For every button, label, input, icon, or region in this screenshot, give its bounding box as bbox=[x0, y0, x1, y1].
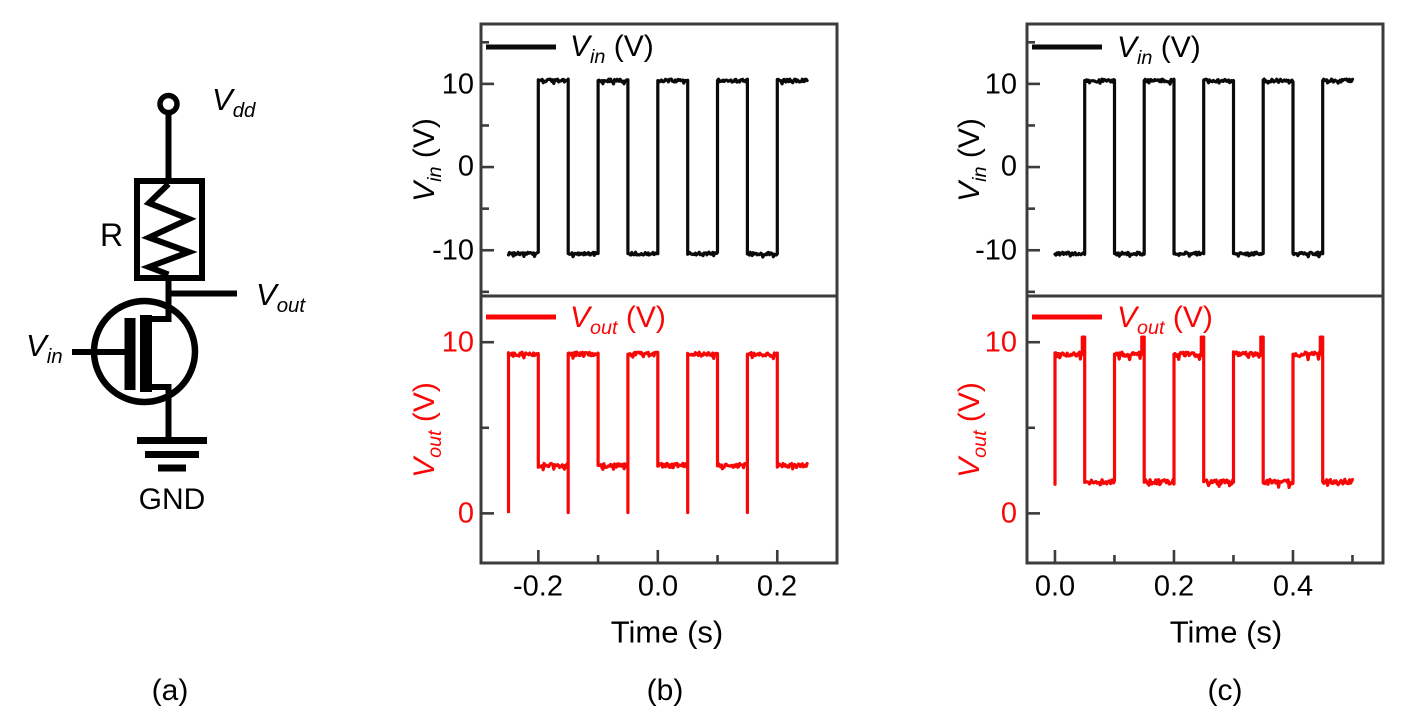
transistor-channel-bar-icon bbox=[140, 315, 152, 392]
plot-frame bbox=[1025, 294, 1385, 565]
resistor-label: R bbox=[100, 217, 124, 253]
c-vout-axis-label: Vout (V) bbox=[953, 382, 991, 478]
vdd-label: Vdd bbox=[212, 82, 256, 123]
vout-trace-b bbox=[506, 350, 809, 515]
vout-label: Vout bbox=[256, 277, 306, 318]
c-vin-ytick-n10: -10 bbox=[975, 234, 1017, 267]
transistor-gate-bar-icon bbox=[124, 318, 136, 390]
c-xtick-3: 0.4 bbox=[1272, 570, 1314, 603]
c-vin-axis-label: Vin (V) bbox=[953, 118, 991, 202]
b-xtick-1: -0.2 bbox=[513, 570, 563, 603]
c-vin-ytick-0: 0 bbox=[1000, 150, 1017, 183]
c-xtick-2: 0.2 bbox=[1153, 570, 1195, 603]
c-vout-ytick-10: 10 bbox=[984, 326, 1017, 359]
b-time-axis-label: Time (s) bbox=[610, 614, 724, 650]
b-vin-ytick-n10: -10 bbox=[432, 234, 474, 267]
c-vin-legend-label: Vin (V) bbox=[1117, 31, 1201, 69]
vdd-terminal-icon bbox=[157, 92, 180, 116]
panel-label-a: (a) bbox=[151, 674, 189, 707]
b-vin-ytick-10: 10 bbox=[441, 68, 474, 101]
b-vin-ytick-0: 0 bbox=[457, 150, 474, 183]
vout-trace-c bbox=[1053, 335, 1355, 489]
b-vin-axis-label: Vin (V) bbox=[408, 118, 446, 202]
b-xtick-2: 0.0 bbox=[637, 570, 679, 603]
c-vout-legend-label: Vout (V) bbox=[1117, 301, 1213, 339]
c-vin-ytick-10: 10 bbox=[984, 68, 1017, 101]
b-vout-axis-label: Vout (V) bbox=[408, 382, 446, 478]
b-vout-legend-label: Vout (V) bbox=[570, 301, 666, 339]
vin-trace-b bbox=[506, 77, 809, 259]
b-vin-legend-label: Vin (V) bbox=[570, 30, 654, 68]
panel-label-c: (c) bbox=[1207, 674, 1243, 707]
b-xtick-3: 0.2 bbox=[756, 570, 798, 603]
c-xtick-1: 0.0 bbox=[1034, 570, 1076, 603]
resistor-zigzag-icon bbox=[140, 181, 198, 278]
c-time-axis-label: Time (s) bbox=[1169, 614, 1283, 650]
b-vout-ytick-0: 0 bbox=[457, 497, 474, 530]
b-vout-ytick-10: 10 bbox=[441, 326, 474, 359]
panel-label-b: (b) bbox=[646, 674, 684, 707]
c-vout-ytick-0: 0 bbox=[1000, 497, 1017, 530]
vin-trace-c bbox=[1053, 77, 1355, 259]
vin-label: Vin bbox=[26, 328, 63, 369]
gnd-label: GND bbox=[138, 483, 206, 516]
